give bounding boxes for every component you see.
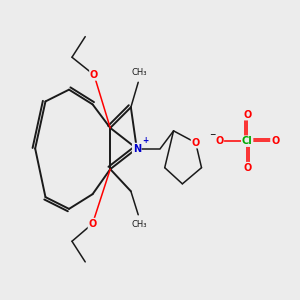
Text: N: N [133, 143, 141, 154]
Text: O: O [88, 219, 97, 229]
Text: O: O [243, 163, 251, 173]
Text: O: O [215, 136, 223, 146]
Text: Cl: Cl [242, 136, 253, 146]
Text: O: O [243, 110, 251, 120]
Text: O: O [271, 136, 279, 146]
Text: CH₃: CH₃ [132, 68, 147, 77]
Text: −: − [209, 130, 216, 139]
Text: O: O [90, 70, 98, 80]
Text: O: O [191, 138, 200, 148]
Text: +: + [142, 136, 148, 145]
Text: CH₃: CH₃ [132, 220, 147, 229]
